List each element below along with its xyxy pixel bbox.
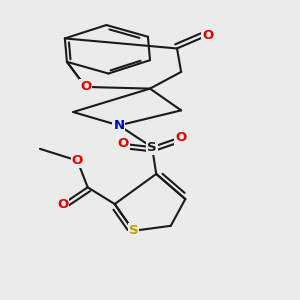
Text: O: O [176,130,187,144]
Text: N: N [113,119,124,132]
Text: O: O [117,137,129,150]
Text: S: S [129,224,138,237]
Text: O: O [202,28,214,42]
Text: S: S [147,141,157,154]
Text: O: O [80,80,91,93]
Text: O: O [72,154,83,167]
Text: O: O [57,198,68,211]
